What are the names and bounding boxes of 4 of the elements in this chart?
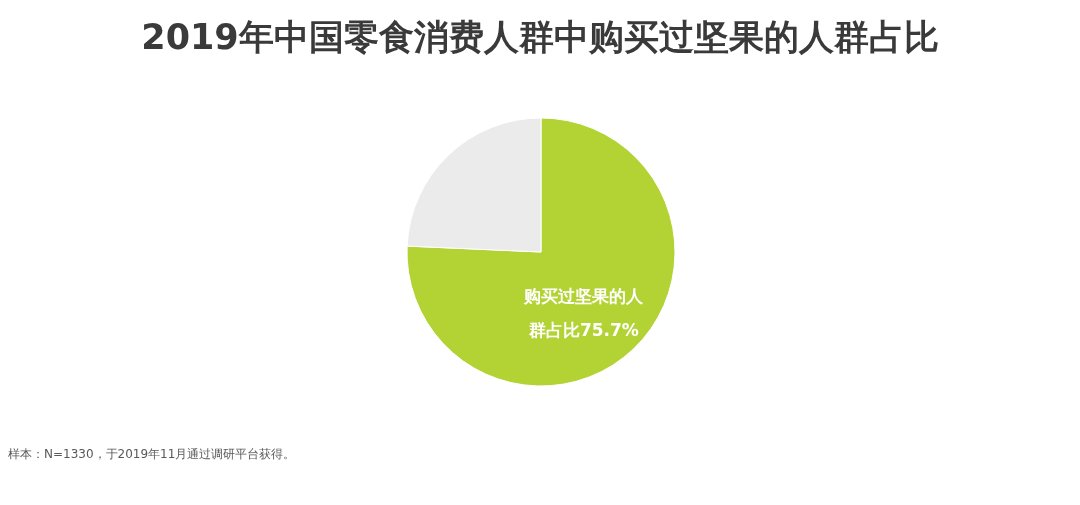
text: 样本：N=1330，于2019年11月通过调研平台获得。 xyxy=(8,446,296,463)
pie-slice xyxy=(406,117,676,387)
slice-label: 购买过坚果的人群占比75.7% xyxy=(523,285,645,340)
chart-title: 2019年中国零食消费人群中购买过坚果的人群占比 xyxy=(140,16,940,59)
